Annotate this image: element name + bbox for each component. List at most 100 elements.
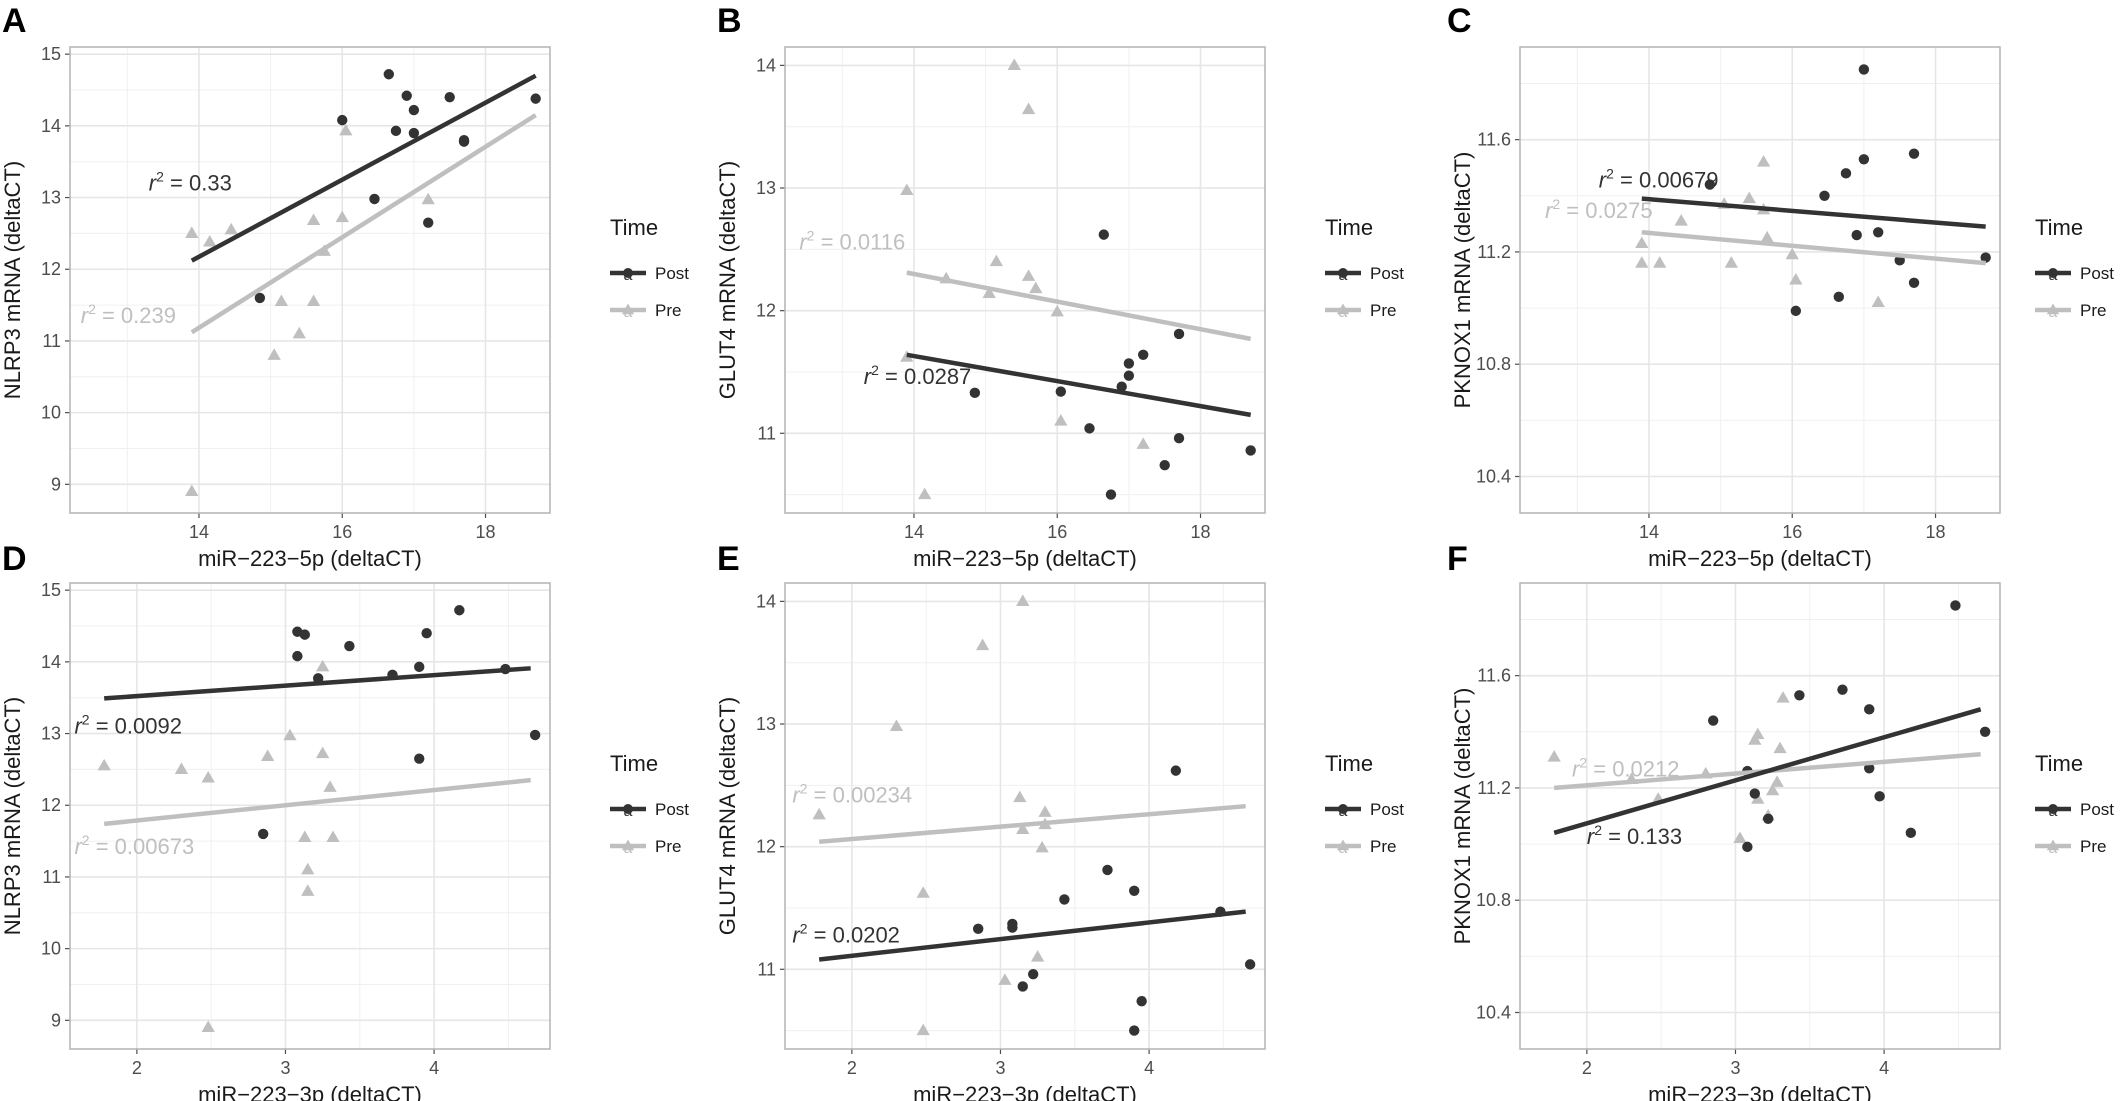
data-point (401, 90, 412, 101)
x-tick-label: 2 (847, 1058, 857, 1078)
legend-key-marker (2046, 303, 2060, 315)
data-point (1789, 273, 1803, 285)
x-tick-label: 2 (1582, 1058, 1592, 1078)
data-point (1765, 783, 1780, 796)
fit-line-pre (190, 113, 537, 335)
data-point (1021, 269, 1036, 281)
data-point (1742, 841, 1753, 853)
data-point (889, 719, 904, 732)
x-tick-label: 4 (1144, 1058, 1154, 1078)
data-point (326, 830, 340, 843)
legend-key-marker (623, 804, 633, 814)
data-point (918, 487, 932, 500)
data-point (1674, 214, 1688, 226)
x-tick-label: 16 (1782, 522, 1802, 542)
y-tick-label: 13 (41, 188, 61, 208)
y-tick-label: 11.6 (1477, 130, 1511, 150)
fit-line-pre (103, 777, 531, 827)
r2-annotation-post: r2 = 0.00679 (1599, 165, 1719, 192)
fit-line-post (818, 909, 1246, 962)
legend-title: Time (610, 215, 658, 240)
y-tick-label: 11 (42, 331, 61, 351)
data-point (998, 973, 1012, 985)
plot-border (69, 46, 551, 514)
data-point (1785, 247, 1799, 260)
data-point (1724, 256, 1738, 268)
plot-border (784, 582, 1266, 1050)
data-point (1030, 950, 1045, 962)
fit-line-pre (818, 803, 1246, 844)
legend-key-marker (623, 268, 633, 278)
data-point (1038, 805, 1052, 817)
data-point (916, 1023, 930, 1036)
data-point (339, 123, 353, 136)
data-point (254, 292, 266, 304)
x-tick-label: 3 (280, 1058, 290, 1078)
data-point (306, 213, 321, 226)
legend-label-post: Post (2080, 800, 2114, 819)
data-point (1833, 291, 1845, 303)
plot-area (70, 47, 550, 513)
data-point (421, 627, 432, 639)
r2-annotation-post: r2 = 0.133 (1587, 822, 1682, 849)
data-point (1908, 277, 1920, 289)
y-tick-label: 15 (41, 44, 61, 64)
legend-label-pre: Pre (2080, 301, 2106, 320)
x-tick-label: 14 (189, 522, 209, 542)
data-point (1908, 148, 1920, 159)
legend-label-post: Post (655, 264, 689, 283)
y-tick-label: 9 (51, 474, 61, 494)
data-point (1136, 437, 1150, 449)
r2-annotation-pre: r2 = 0.0212 (1572, 755, 1680, 782)
data-point (1547, 750, 1561, 762)
data-point (812, 807, 826, 820)
data-point (916, 886, 930, 898)
y-axis-title: GLUT4 mRNA (deltaCT) (715, 161, 740, 399)
data-point (1840, 168, 1852, 179)
y-tick-label: 10.8 (1476, 354, 1511, 374)
y-tick-label: 11 (757, 959, 776, 979)
x-tick-label: 18 (1191, 522, 1211, 542)
plot-area (1520, 583, 2000, 1049)
data-point (1050, 304, 1064, 317)
series-pre (185, 123, 435, 497)
fit-line-post (1553, 707, 1982, 836)
data-point (989, 254, 1003, 267)
y-tick-label: 13 (756, 178, 776, 198)
fit-line-pre (1641, 230, 1986, 266)
legend-label-post: Post (2080, 264, 2114, 283)
data-point (274, 294, 288, 307)
y-axis-title: NLRP3 mRNA (deltaCT) (0, 697, 25, 935)
data-point (1762, 813, 1774, 825)
data-point (335, 210, 349, 223)
data-point (1776, 691, 1790, 703)
legend-label-post: Post (1370, 800, 1404, 819)
data-point (315, 659, 330, 672)
fit-line-post (190, 73, 537, 263)
y-tick-label: 13 (41, 724, 61, 744)
data-point (203, 235, 217, 247)
data-point (421, 192, 435, 205)
data-point (383, 69, 395, 80)
data-point (1864, 763, 1875, 774)
y-tick-label: 13 (756, 714, 776, 734)
data-point (1129, 1025, 1140, 1036)
x-tick-label: 3 (1730, 1058, 1740, 1078)
legend-title: Time (2035, 751, 2083, 776)
data-point (1016, 822, 1030, 835)
y-tick-label: 14 (756, 55, 776, 75)
panel-letter: C (1447, 2, 1472, 40)
data-point (408, 104, 420, 116)
x-tick-label: 3 (995, 1058, 1005, 1078)
y-axis-title: PKNOX1 mRNA (deltaCT) (1450, 152, 1475, 409)
data-point (283, 728, 297, 741)
fit-line-post (906, 352, 1252, 418)
panel-c: C 14 16 18 10.4 10.8 11.2 11.6 miR−223−5p (delta… (1447, 2, 2114, 571)
data-point (1871, 295, 1885, 308)
data-point (1136, 995, 1147, 1007)
x-axis-title: miR−223−3p (deltaCT) (913, 1082, 1137, 1101)
data-point (414, 661, 425, 673)
series-pre (97, 659, 340, 1033)
y-tick-label: 10 (41, 403, 61, 423)
r2-annotation-post: r2 = 0.0287 (864, 362, 972, 389)
